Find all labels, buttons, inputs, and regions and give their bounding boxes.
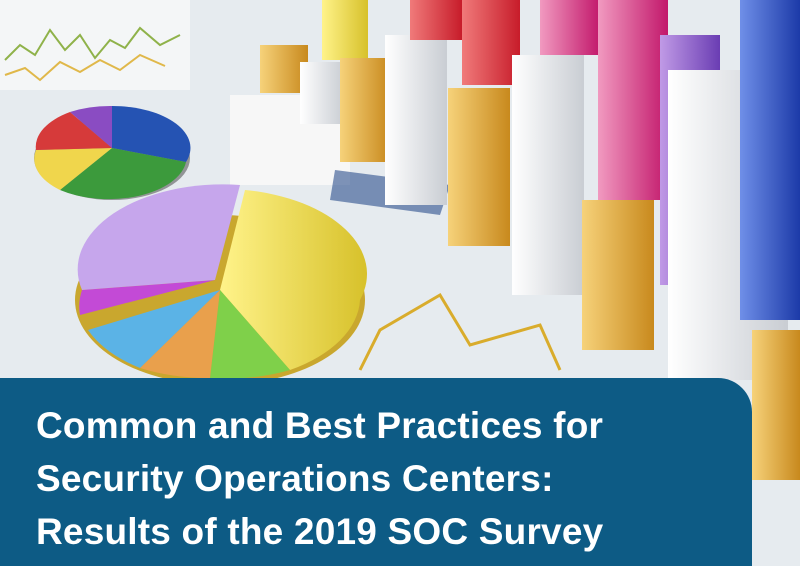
- bar-3d: [582, 200, 654, 350]
- pie-slice: [210, 290, 290, 379]
- pie-slice: [60, 148, 186, 200]
- line-sketch: [4, 26, 181, 61]
- bar-3d: [340, 58, 390, 162]
- line-sketch: [358, 292, 562, 371]
- title-line: Results of the 2019 SOC Survey: [36, 511, 604, 552]
- bar-3d: [300, 62, 344, 124]
- bar-3d: [410, 0, 462, 40]
- bar-3d: [598, 0, 668, 200]
- title-banner: [0, 378, 752, 566]
- bar-3d: [540, 0, 600, 55]
- pie-slice: [79, 280, 216, 315]
- pie-slice: [88, 290, 220, 368]
- pie-slice: [34, 148, 112, 190]
- title-line: Common and Best Practices for: [36, 405, 604, 446]
- bar-3d: [448, 88, 510, 246]
- pie-slice: [77, 184, 240, 290]
- bar-3d: [752, 330, 800, 480]
- bar-3d: [740, 0, 800, 320]
- line-sketch: [4, 53, 166, 82]
- pie-slice: [140, 290, 220, 379]
- paper-sheet: [0, 0, 190, 90]
- pie-slice: [220, 190, 367, 370]
- title-line: Security Operations Centers:: [36, 458, 554, 499]
- bar-3d: [322, 0, 368, 60]
- bar-3d: [462, 0, 520, 85]
- bar-3d: [512, 55, 584, 295]
- pie-slice: [35, 112, 112, 150]
- pie-slice: [70, 105, 112, 148]
- bar-3d: [385, 35, 447, 205]
- pie-slice: [112, 105, 191, 162]
